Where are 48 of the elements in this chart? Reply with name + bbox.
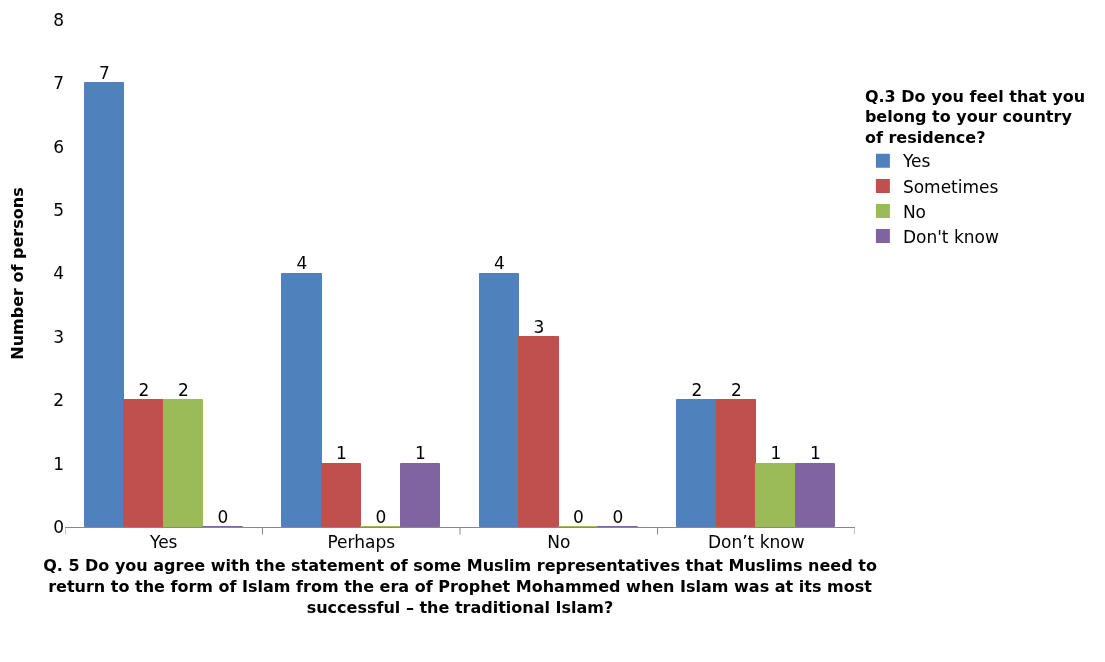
- y-axis-title: Number of persons: [8, 187, 27, 360]
- legend-label: Don't know: [902, 226, 999, 247]
- data-label: 4: [296, 253, 308, 274]
- y-tick-label: 8: [53, 9, 64, 30]
- data-label: 1: [336, 443, 347, 464]
- data-label: 1: [770, 443, 782, 464]
- bar: [321, 463, 361, 527]
- legend-label: Sometimes: [902, 176, 999, 197]
- data-label: 4: [494, 253, 505, 274]
- legend-label: Yes: [901, 151, 931, 172]
- data-label: 0: [217, 506, 229, 527]
- y-tick-label: 1: [53, 453, 64, 474]
- legend-label: No: [902, 201, 927, 222]
- bar: [518, 336, 559, 527]
- bar: [795, 463, 835, 527]
- y-tick-label: 7: [53, 73, 64, 94]
- y-tick-label: 5: [53, 200, 64, 221]
- x-tick-label: Yes: [149, 532, 178, 553]
- bar: [123, 399, 164, 527]
- data-label: 0: [375, 506, 387, 527]
- data-label: 2: [731, 380, 742, 400]
- y-tick-label: 4: [53, 263, 64, 284]
- x-axis-title: Q. 5 Do you agree with the statement of some Muslim representatives that Muslims need to return to the form of Islam from the era of Prophet Mohammed when Islam was at its most successful – the traditional Islam?: [43, 556, 877, 617]
- data-label: 7: [99, 63, 110, 84]
- x-tick-label: Don’t know: [707, 532, 805, 553]
- y-tick-label: 6: [53, 136, 64, 157]
- data-label: 3: [533, 316, 545, 337]
- data-label: 0: [573, 506, 584, 527]
- data-label: 2: [691, 380, 703, 400]
- y-tick-label: 2: [53, 390, 64, 411]
- legend-title: Q.3 Do you feel that you belong to your country of residence?: [864, 86, 1086, 148]
- x-tick-label: No: [547, 532, 571, 553]
- bar: [84, 82, 124, 527]
- data-label: 1: [415, 443, 426, 464]
- bar: [716, 399, 756, 527]
- bar: [676, 399, 717, 527]
- data-label: 0: [612, 506, 624, 527]
- x-tick-label: Perhaps: [327, 532, 396, 553]
- y-tick-label: 0: [53, 516, 64, 537]
- bar: [281, 273, 322, 527]
- bar: [163, 399, 203, 527]
- bar: [400, 463, 440, 527]
- y-tick-label: 3: [53, 326, 64, 347]
- bar: [755, 463, 796, 527]
- data-label: 1: [810, 443, 821, 464]
- bar: [479, 273, 519, 527]
- data-label: 2: [178, 380, 189, 400]
- data-label: 2: [138, 380, 150, 400]
